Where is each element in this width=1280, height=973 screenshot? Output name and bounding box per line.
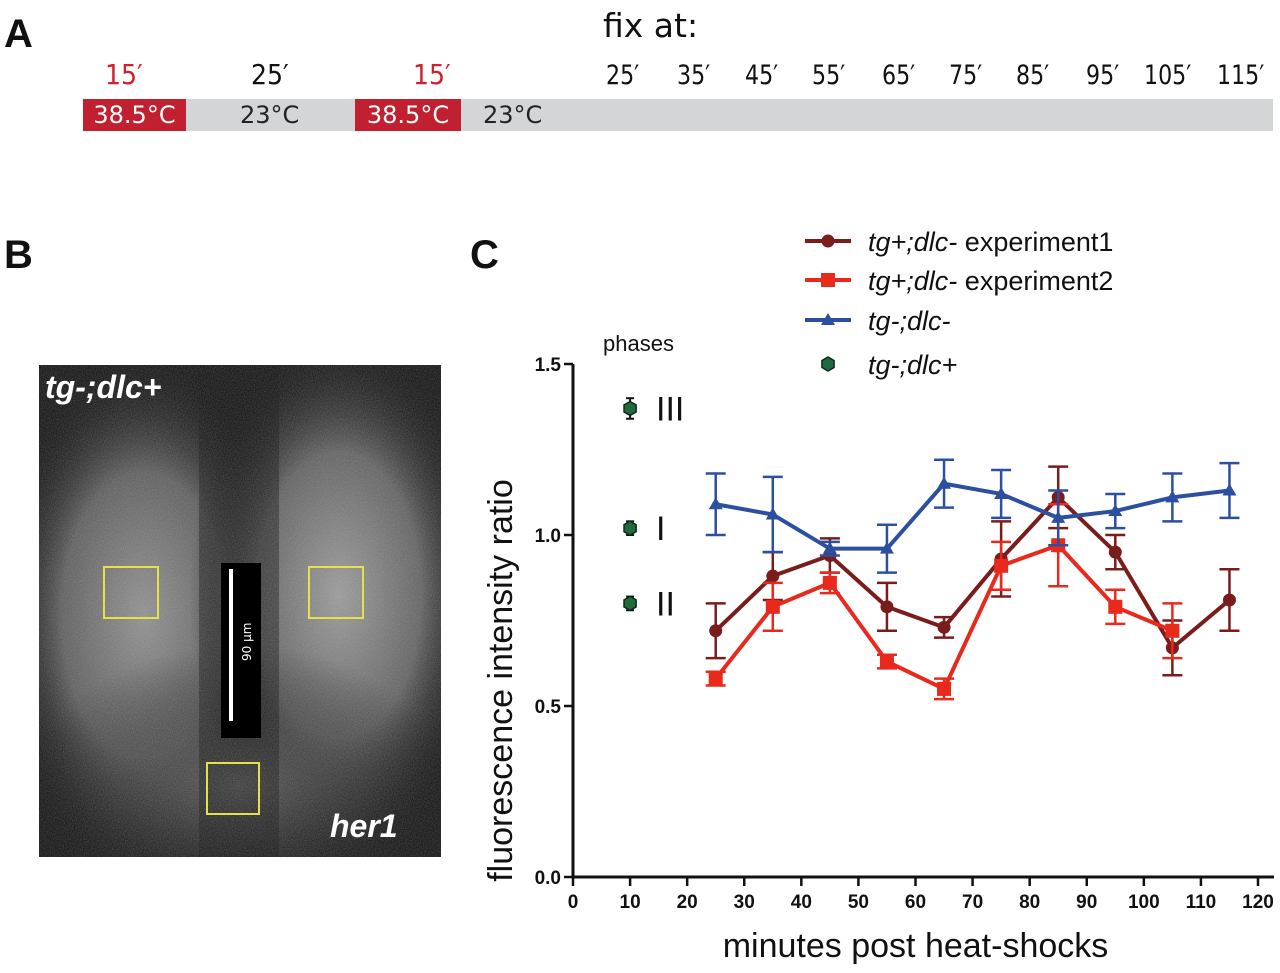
data-point	[937, 476, 952, 489]
probe-label: her1	[330, 808, 398, 844]
legend-label: tg+;dlc- experiment1	[868, 227, 1113, 257]
fix-time-label: 35′	[677, 60, 711, 91]
data-point	[880, 600, 894, 614]
phase-label: I	[656, 510, 665, 548]
phase-point	[623, 400, 637, 417]
scale-bar-box	[221, 563, 261, 738]
panel-a-label: A	[4, 12, 33, 56]
x-axis-label: minutes post heat-shocks	[723, 927, 1109, 965]
data-point	[1165, 623, 1180, 638]
x-tick-label: 110	[1186, 892, 1217, 913]
series-line	[714, 494, 1231, 651]
data-point	[879, 654, 894, 669]
fix-time-label: 115′	[1217, 60, 1265, 91]
x-tick-label: 100	[1128, 892, 1160, 913]
y-tick-label: 1.0	[535, 526, 561, 547]
phase-point	[623, 595, 637, 612]
y-tick-label: 1.5	[535, 355, 562, 376]
data-point	[766, 569, 780, 583]
heat2-block: 38.5°C	[355, 99, 461, 131]
phase-label: III	[656, 390, 684, 428]
x-tick-label: 40	[791, 892, 812, 913]
fix-time-label: 75′	[949, 60, 983, 91]
data-point	[765, 507, 780, 520]
x-tick-label: 50	[848, 892, 869, 913]
timeline-bar	[83, 99, 1273, 131]
series-line	[714, 542, 1174, 692]
legend-marker	[821, 313, 835, 325]
x-tick-label: 90	[1076, 892, 1097, 913]
series-line	[715, 481, 1230, 551]
legend-label: tg+;dlc- experiment2	[868, 266, 1113, 296]
fix-time-label: 65′	[882, 60, 916, 91]
y-tick-label: 0.5	[535, 697, 562, 718]
x-tick-label: 20	[677, 892, 698, 913]
scale-bar-label: 90 μm	[240, 622, 254, 661]
x-tick-label: 60	[905, 892, 926, 913]
x-tick-label: 80	[1019, 892, 1040, 913]
x-tick-label: 30	[734, 892, 755, 913]
rest2-temp: 23°C	[483, 101, 543, 129]
data-point	[1108, 504, 1123, 517]
data-point	[1222, 483, 1237, 496]
rest1-temp: 23°C	[240, 101, 300, 129]
data-point	[708, 497, 723, 510]
legend-label: tg-;dlc-	[868, 306, 951, 336]
fix-time-label: 55′	[812, 60, 846, 91]
data-point	[765, 599, 780, 614]
data-point	[879, 541, 894, 554]
data-point	[823, 549, 837, 563]
data-point	[1051, 510, 1066, 523]
data-point	[1165, 641, 1179, 655]
fix-time-label: 85′	[1016, 60, 1050, 91]
data-point	[994, 552, 1008, 566]
heat1-block: 38.5°C	[83, 99, 186, 131]
heat1-duration: 15′	[105, 58, 143, 91]
panel-b-label: B	[4, 233, 33, 277]
data-point	[937, 620, 951, 634]
fix-time-label: 105′	[1144, 60, 1192, 91]
rest1-duration: 25′	[251, 58, 289, 91]
x-tick-label: 10	[620, 892, 641, 913]
legend-marker	[821, 234, 835, 248]
heat2-duration: 15′	[413, 58, 451, 91]
data-point	[1222, 593, 1236, 607]
data-point	[822, 575, 837, 590]
data-point	[994, 486, 1009, 499]
data-point	[709, 624, 723, 638]
scale-bar	[229, 569, 233, 721]
fix-time-label: 45′	[745, 60, 779, 91]
roi-bottom	[206, 762, 260, 815]
genotype-label: tg-;dlc+	[45, 369, 162, 405]
data-point	[1165, 490, 1180, 503]
fix-time-label: 25′	[606, 60, 640, 91]
x-tick-label: 0	[568, 892, 579, 913]
y-axis-label: fluorescence intensity ratio	[482, 479, 520, 882]
fix-time-label: 95′	[1086, 60, 1120, 91]
data-point	[708, 671, 723, 686]
data-point	[1051, 490, 1065, 504]
fix-at-label: fix at:	[603, 6, 699, 45]
legend-marker	[821, 356, 835, 372]
phase-label: II	[656, 585, 675, 623]
roi-left	[103, 566, 159, 619]
panel-c-label: C	[470, 233, 499, 277]
phases-label: phases	[603, 331, 674, 356]
legend-label: tg-;dlc+	[868, 350, 957, 380]
y-tick-label: 0.0	[535, 868, 561, 889]
data-point	[937, 681, 952, 696]
data-point	[1108, 545, 1122, 559]
phase-point	[623, 520, 637, 537]
legend-marker	[821, 273, 835, 287]
roi-right	[308, 566, 364, 619]
data-point	[1051, 538, 1066, 553]
data-point	[994, 558, 1009, 573]
data-point	[822, 541, 837, 554]
x-tick-label: 70	[962, 892, 983, 913]
x-tick-label: 120	[1242, 892, 1274, 913]
data-point	[1108, 599, 1123, 614]
